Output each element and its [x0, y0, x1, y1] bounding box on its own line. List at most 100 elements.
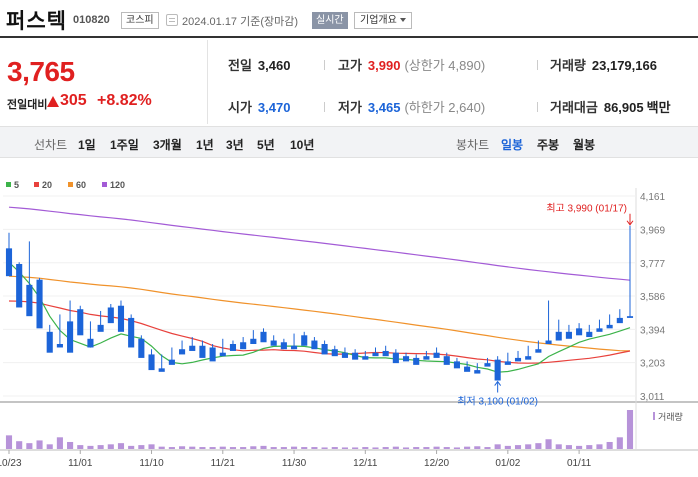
- current-price: 3,765: [7, 56, 75, 87]
- volume-bar: [77, 445, 84, 449]
- low-annotation: 최저 3,100 (01/02): [457, 396, 538, 408]
- volume-bar: [596, 444, 603, 449]
- current-price-box: 3,765 전일대비 305 +8.82%: [0, 40, 208, 124]
- candle-body: [168, 359, 175, 365]
- candle-body: [290, 345, 298, 350]
- period-5y[interactable]: 5년: [257, 138, 275, 152]
- candle-body: [189, 345, 196, 351]
- candle-weekly[interactable]: 주봉: [537, 138, 560, 152]
- candle-body: [453, 361, 460, 369]
- volume-bars: 거래량: [5, 410, 683, 449]
- candle-body: [331, 349, 338, 357]
- candle-body: [576, 328, 583, 336]
- volume-bar: [525, 444, 532, 449]
- candle-body: [219, 352, 226, 357]
- stat-low: 저가 3,465 (하한가 2,640): [338, 97, 485, 116]
- divider: [537, 60, 538, 70]
- candle-body: [250, 338, 257, 344]
- volume-bar: [321, 447, 328, 449]
- candle-body: [240, 342, 247, 350]
- period-3m[interactable]: 3개월: [153, 138, 182, 152]
- x-tick-label: 01/02: [495, 458, 520, 469]
- y-tick-label: 4,161: [640, 192, 665, 203]
- volume-bar: [260, 445, 267, 449]
- line-chart-label[interactable]: 선차트: [34, 138, 68, 152]
- candle-body: [392, 352, 399, 364]
- period-1w[interactable]: 1주일: [110, 138, 139, 152]
- candle-body: [5, 248, 13, 277]
- candle-body: [443, 356, 450, 365]
- x-tick-label: 12/20: [424, 458, 449, 469]
- stat-amount: 거래대금 86,905 백만: [550, 97, 671, 116]
- candle-body: [179, 349, 186, 355]
- price-panel: 3,765 전일대비 305 +8.82% 전일 3,460 고가 3,990 (상한…: [0, 40, 698, 124]
- y-tick-label: 3,394: [640, 325, 665, 336]
- candle-body: [494, 359, 501, 381]
- stat-amount-value: 86,905: [603, 100, 644, 115]
- candle-body: [87, 338, 94, 348]
- x-tick-label: 11/01: [68, 458, 93, 469]
- volume-bar: [413, 447, 420, 449]
- stat-prev-label: 전일: [228, 58, 252, 73]
- volume-bar: [616, 437, 623, 449]
- volume-bar: [565, 445, 572, 449]
- change-percent: +8.82%: [97, 92, 152, 109]
- legend-swatch-5: [6, 182, 11, 187]
- price-chart[interactable]: 5 20 60 120 최고 3,990 (01/17) 최저 3,100 (01/02…: [0, 158, 698, 477]
- candle-body: [97, 324, 104, 332]
- volume-bar: [576, 445, 583, 449]
- candle-body: [362, 356, 369, 360]
- company-overview-button[interactable]: 기업개요: [354, 12, 412, 29]
- stat-volume-value: 23,179,166: [591, 58, 657, 73]
- change-value: 305: [60, 92, 87, 109]
- stat-open-label: 시가: [228, 100, 252, 115]
- volume-bar: [148, 444, 155, 449]
- stock-name[interactable]: 퍼스텍: [6, 10, 67, 33]
- candle-body: [596, 328, 603, 332]
- period-1d[interactable]: 1일: [78, 138, 96, 152]
- candle-body: [209, 347, 216, 362]
- volume-bar: [331, 447, 338, 449]
- volume-bar: [474, 446, 481, 449]
- candle-body: [321, 344, 328, 355]
- divider: [324, 60, 325, 70]
- volume-bar: [229, 447, 237, 449]
- candle-chart-label[interactable]: 봉차트: [456, 138, 490, 152]
- x-tick-label: 11/10: [139, 458, 164, 469]
- legend-label-5: 5: [14, 180, 19, 190]
- low-arrow-icon: [494, 380, 502, 386]
- candle-body: [535, 349, 542, 353]
- candle-body: [586, 331, 593, 338]
- candle-body: [504, 361, 511, 365]
- volume-bar: [555, 444, 562, 449]
- period-10y[interactable]: 10년: [290, 138, 315, 152]
- candle-daily[interactable]: 일봉: [501, 138, 524, 152]
- candle-body: [525, 356, 532, 360]
- volume-bar: [362, 447, 369, 449]
- volume-bar: [158, 446, 165, 449]
- volume-bar: [433, 446, 440, 449]
- y-tick-label: 3,777: [640, 259, 665, 270]
- volume-bar: [240, 447, 247, 449]
- volume-bar: [514, 445, 522, 449]
- legend-label-60: 60: [76, 180, 86, 190]
- stat-open-value: 3,470: [257, 100, 291, 115]
- ma20-line: [8, 300, 631, 364]
- candle-body: [372, 352, 379, 357]
- volume-bar: [209, 447, 216, 449]
- candle-body: [341, 352, 349, 358]
- realtime-button[interactable]: 실시간: [312, 12, 348, 29]
- volume-bar: [179, 446, 186, 449]
- period-1y[interactable]: 1년: [196, 138, 214, 152]
- candle-body: [545, 340, 552, 344]
- volume-bar: [290, 446, 298, 449]
- high-arrow-icon: [626, 220, 634, 226]
- volume-bar: [189, 446, 196, 449]
- calendar-icon: [166, 14, 178, 26]
- volume-bar: [16, 441, 23, 449]
- candle-body: [270, 340, 277, 346]
- volume-bar: [250, 446, 257, 449]
- candle-body: [555, 331, 562, 341]
- candle-monthly[interactable]: 월봉: [573, 138, 596, 152]
- period-3y[interactable]: 3년: [226, 138, 244, 152]
